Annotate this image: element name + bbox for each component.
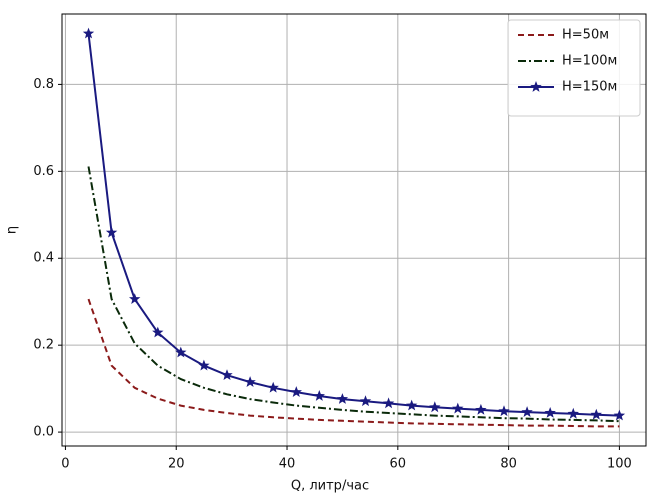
point-marker — [452, 402, 464, 414]
x-tick-label: 0 — [61, 457, 69, 472]
x-tick-label: 60 — [390, 457, 407, 472]
y-tick-label: 0.4 — [33, 251, 54, 266]
y-tick-label: 0.0 — [33, 425, 54, 440]
x-tick-label: 100 — [607, 457, 632, 472]
y-tick-label: 0.6 — [33, 164, 54, 179]
x-tick-label: 20 — [168, 457, 185, 472]
y-tick-label: 0.8 — [33, 77, 54, 92]
point-marker — [521, 406, 533, 417]
legend-box — [507, 19, 641, 117]
point-marker — [429, 401, 441, 413]
plot-frame — [61, 13, 647, 447]
point-marker — [336, 393, 349, 404]
point-marker — [475, 403, 487, 415]
series-line — [87, 298, 620, 428]
y-tick-label: 0.2 — [33, 338, 54, 353]
legend-label: H=50м — [562, 28, 609, 43]
legend-label: H=150м — [562, 80, 617, 95]
x-axis-label: Q, литр/час — [291, 479, 369, 494]
point-marker — [267, 381, 279, 393]
point-marker — [198, 359, 210, 371]
point-marker — [359, 395, 372, 407]
point-marker — [613, 409, 626, 421]
legend-label: H=100м — [562, 54, 617, 69]
point-marker — [382, 397, 395, 409]
point-marker — [313, 390, 325, 401]
y-axis-label: η — [5, 226, 20, 234]
legend-marker — [530, 81, 542, 92]
point-marker — [221, 369, 233, 380]
point-marker — [498, 405, 510, 417]
point-marker — [129, 293, 141, 304]
point-marker — [590, 408, 602, 420]
x-tick-label: 80 — [500, 457, 517, 472]
x-tick-label: 40 — [279, 457, 296, 472]
point-marker — [175, 346, 187, 358]
point-marker — [544, 407, 556, 418]
point-marker — [567, 407, 579, 419]
series-line — [87, 33, 620, 417]
point-marker — [105, 226, 118, 238]
point-marker — [406, 399, 418, 411]
point-marker — [82, 27, 95, 39]
point-marker — [152, 326, 164, 338]
series-line — [87, 166, 620, 423]
point-marker — [244, 376, 256, 387]
point-marker — [290, 386, 302, 397]
